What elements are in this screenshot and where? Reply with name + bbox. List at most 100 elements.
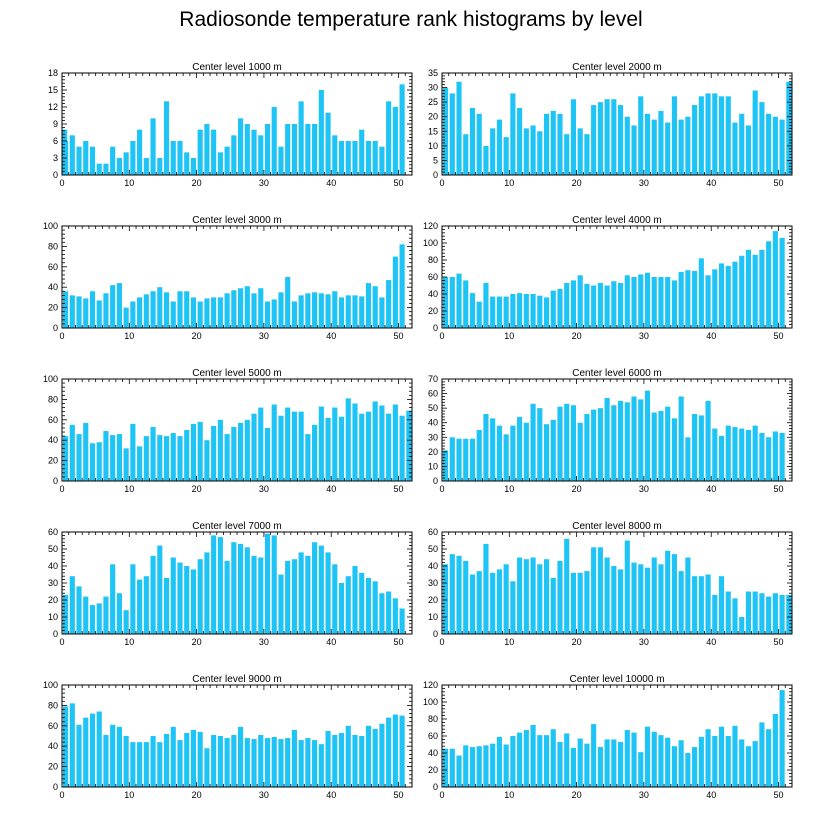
histogram-bar — [278, 415, 284, 481]
histogram-bar — [69, 135, 75, 175]
histogram-bar — [698, 415, 704, 481]
histogram-bar — [278, 574, 284, 634]
histogram-bar — [732, 725, 738, 787]
histogram-bar — [325, 730, 331, 787]
histogram-bar — [537, 408, 543, 481]
x-tick-label: 0 — [59, 637, 64, 647]
y-tick-label: 50 — [48, 544, 58, 554]
x-tick-label: 0 — [59, 484, 64, 494]
y-tick-label: 80 — [48, 700, 58, 710]
histogram-bar — [137, 742, 143, 787]
x-tick-label: 40 — [706, 484, 716, 494]
histogram-bar — [443, 277, 449, 328]
histogram-bar — [745, 591, 752, 634]
histogram-bar — [577, 275, 583, 328]
histogram-bar — [503, 137, 509, 175]
histogram-bar — [644, 567, 651, 634]
y-tick-label: 60 — [48, 415, 58, 425]
histogram-bar — [231, 734, 237, 787]
histogram-bar — [103, 431, 109, 481]
histogram-bar — [745, 430, 752, 481]
y-tick-label: 40 — [48, 741, 58, 751]
histogram-panel: Center level 8000 m 0 10 20 30 40 50 0 10 20 30 40 5… — [428, 522, 793, 678]
histogram-bar — [671, 418, 677, 481]
histogram-bar — [63, 706, 69, 787]
histogram-bar — [170, 557, 176, 634]
y-tick-label: 120 — [423, 680, 438, 690]
histogram-bar — [577, 738, 583, 787]
histogram-bar — [123, 448, 129, 481]
y-tick-label: 40 — [428, 418, 438, 428]
histogram-bar — [456, 273, 462, 328]
histogram-bar — [63, 436, 69, 481]
x-tick-label: 40 — [326, 790, 336, 800]
histogram-bar — [211, 425, 217, 481]
histogram-bar — [318, 744, 324, 787]
histogram-bar — [725, 591, 731, 634]
y-tick-label: 9 — [53, 119, 58, 129]
histogram-bar — [338, 416, 345, 481]
histogram-bar — [312, 424, 318, 481]
histogram-bar — [143, 294, 149, 328]
histogram-bar — [496, 569, 502, 634]
histogram-bar — [190, 729, 197, 787]
histogram-bar — [69, 295, 75, 328]
histogram-bar — [725, 736, 731, 787]
x-tick-label: 10 — [504, 637, 514, 647]
histogram-bar — [291, 729, 297, 787]
histogram-bar — [530, 724, 536, 787]
histogram-bar — [69, 576, 75, 634]
x-tick-label: 0 — [59, 178, 64, 188]
x-tick-label: 30 — [639, 178, 649, 188]
histogram-bar — [103, 596, 109, 634]
x-tick-label: 40 — [706, 637, 716, 647]
histogram-bar — [163, 577, 170, 634]
histogram-bar — [772, 713, 778, 787]
y-tick-label: 15 — [428, 126, 438, 136]
histogram-bar — [338, 297, 345, 328]
histogram-bar — [116, 434, 122, 481]
histogram-bar — [244, 547, 250, 634]
x-tick-label: 20 — [572, 331, 582, 341]
histogram-bar — [463, 134, 469, 175]
histogram-bar — [611, 566, 617, 634]
histogram-bar — [365, 141, 372, 175]
x-tick-label: 50 — [394, 790, 404, 800]
histogram-bar — [476, 571, 482, 634]
histogram-bar — [305, 434, 311, 481]
histogram-bar — [264, 533, 271, 634]
histogram-bar — [449, 748, 455, 787]
histogram-bar — [332, 135, 338, 175]
histogram-bar — [89, 146, 96, 175]
histogram-bar — [591, 105, 597, 175]
histogram-bar — [244, 419, 250, 481]
y-tick-label: 30 — [48, 578, 58, 588]
histogram-bar — [332, 407, 338, 481]
histogram-bar — [365, 283, 372, 328]
histogram-bar — [305, 738, 311, 787]
histogram-bar — [399, 608, 405, 634]
x-tick-label: 40 — [326, 178, 336, 188]
histogram-plot: 0 10 20 30 40 50 0 20 40 60 80 100 120 — [423, 221, 793, 341]
histogram-bar — [597, 282, 603, 328]
x-tick-label: 20 — [192, 178, 202, 188]
histogram-bar — [96, 163, 102, 175]
histogram-bar — [577, 422, 583, 481]
x-tick-label: 20 — [192, 790, 202, 800]
histogram-bar — [718, 435, 725, 481]
histogram-bar — [584, 743, 590, 787]
histogram-bar — [224, 738, 230, 787]
histogram-bar — [217, 419, 223, 481]
y-tick-label: 6 — [53, 136, 58, 146]
histogram-bar — [137, 579, 143, 634]
histogram-bar — [231, 290, 237, 328]
histogram-bar — [217, 297, 223, 328]
histogram-bar — [359, 413, 365, 481]
y-tick-label: 100 — [423, 238, 438, 248]
histogram-bar — [157, 742, 163, 787]
histogram-bar — [83, 596, 89, 634]
histogram-bar — [258, 135, 264, 175]
y-tick-label: 35 — [428, 68, 438, 78]
histogram-bar — [550, 577, 556, 634]
histogram-bar — [224, 146, 230, 175]
